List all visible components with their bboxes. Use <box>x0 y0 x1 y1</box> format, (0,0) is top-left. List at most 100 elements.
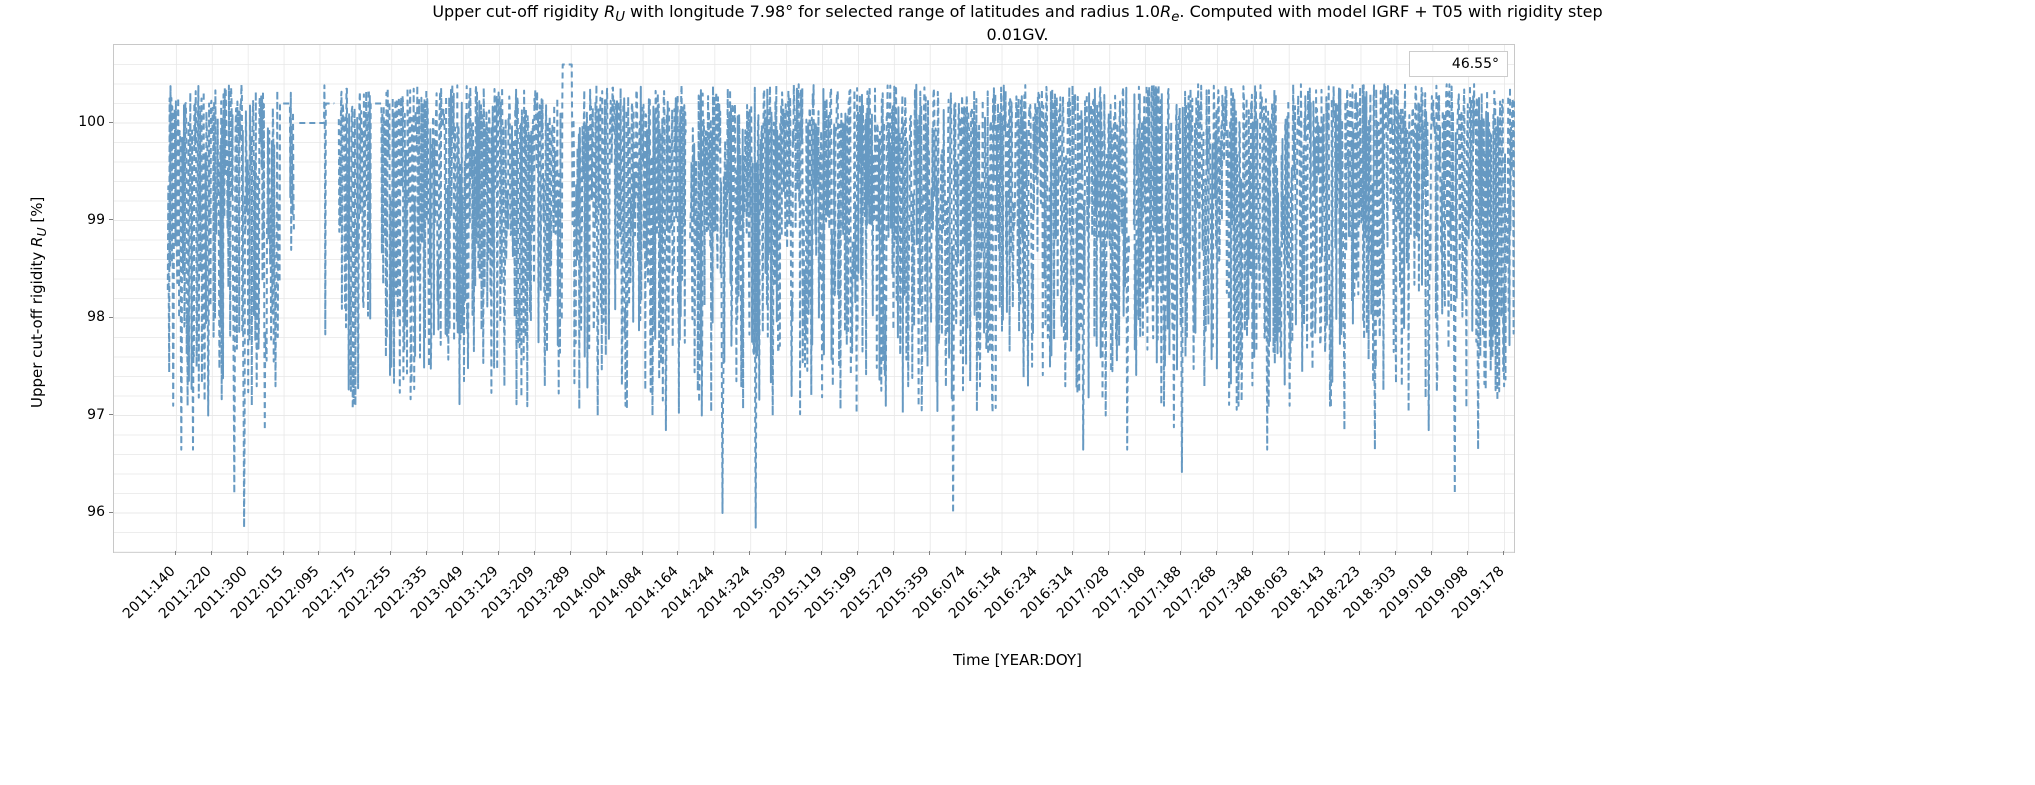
x-tick-mark <box>1180 551 1181 555</box>
x-tick-mark <box>498 551 499 555</box>
x-tick-label: 2015:119 <box>814 563 825 574</box>
x-tick-label: 2013:209 <box>527 563 538 574</box>
x-tick-label: 2013:129 <box>491 563 502 574</box>
x-tick-label: 2014:244 <box>706 563 717 574</box>
y-tick-mark <box>109 219 113 220</box>
x-tick-mark <box>1359 551 1360 555</box>
x-tick-mark <box>1252 551 1253 555</box>
x-tick-label: 2013:049 <box>455 563 466 574</box>
y-tick-mark <box>109 317 113 318</box>
x-tick-mark <box>211 551 212 555</box>
y-tick-label: 97 <box>87 407 105 423</box>
y-tick-label: 99 <box>87 212 105 228</box>
legend: 46.55° <box>1409 51 1508 77</box>
x-tick-label: 2013:289 <box>563 563 574 574</box>
x-tick-label: 2016:154 <box>993 563 1004 574</box>
x-tick-label: 2016:074 <box>957 563 968 574</box>
x-tick-mark <box>785 551 786 555</box>
x-tick-mark <box>677 551 678 555</box>
x-tick-mark <box>821 551 822 555</box>
x-tick-label: 2011:140 <box>168 563 179 574</box>
x-tick-mark <box>606 551 607 555</box>
x-tick-mark <box>1036 551 1037 555</box>
title-symbol-Ru: RU <box>604 2 625 21</box>
x-tick-mark <box>426 551 427 555</box>
x-tick-label: 2011:220 <box>204 563 215 574</box>
x-tick-label: 2017:108 <box>1137 563 1148 574</box>
x-tick-label: 2019:178 <box>1496 563 1507 574</box>
x-tick-mark <box>1144 551 1145 555</box>
x-tick-label: 2012:095 <box>311 563 322 574</box>
x-axis-label: Time [YEAR:DOY] <box>0 651 2035 669</box>
x-tick-mark <box>713 551 714 555</box>
x-tick-label: 2015:039 <box>778 563 789 574</box>
x-tick-label: 2015:199 <box>850 563 861 574</box>
x-tick-mark <box>642 551 643 555</box>
x-tick-label: 2017:028 <box>1101 563 1112 574</box>
x-tick-mark <box>1001 551 1002 555</box>
x-tick-label: 2017:268 <box>1209 563 1220 574</box>
x-tick-label: 2012:255 <box>383 563 394 574</box>
x-tick-label: 2015:279 <box>886 563 897 574</box>
x-tick-mark <box>354 551 355 555</box>
x-tick-label: 2017:188 <box>1173 563 1184 574</box>
x-tick-label: 2018:063 <box>1281 563 1292 574</box>
x-tick-mark <box>390 551 391 555</box>
x-tick-label: 2012:015 <box>275 563 286 574</box>
x-tick-mark <box>893 551 894 555</box>
y-tick-mark <box>109 122 113 123</box>
x-tick-label: 2011:300 <box>239 563 250 574</box>
x-tick-mark <box>749 551 750 555</box>
x-tick-mark <box>929 551 930 555</box>
x-tick-mark <box>1072 551 1073 555</box>
chart-title: Upper cut-off rigidity RU with longitude… <box>0 2 2035 44</box>
x-tick-mark <box>1467 551 1468 555</box>
x-tick-label: 2014:324 <box>742 563 753 574</box>
plot-svg <box>114 45 1514 552</box>
x-tick-label: 2017:348 <box>1245 563 1256 574</box>
y-tick-label: 98 <box>87 309 105 325</box>
x-tick-label: 2019:098 <box>1460 563 1471 574</box>
chart-title-line1: Upper cut-off rigidity RU with longitude… <box>0 2 2035 25</box>
x-tick-mark <box>570 551 571 555</box>
x-tick-label: 2016:314 <box>1065 563 1076 574</box>
x-tick-mark <box>965 551 966 555</box>
x-tick-mark <box>1431 551 1432 555</box>
legend-label: 46.55° <box>1452 56 1499 72</box>
x-tick-label: 2016:234 <box>1029 563 1040 574</box>
x-tick-mark <box>1288 551 1289 555</box>
figure: Upper cut-off rigidity RU with longitude… <box>0 0 2035 785</box>
y-tick-mark <box>109 414 113 415</box>
x-tick-mark <box>462 551 463 555</box>
y-tick-label: 100 <box>78 114 105 130</box>
x-tick-mark <box>247 551 248 555</box>
x-tick-mark <box>318 551 319 555</box>
y-tick-mark <box>109 512 113 513</box>
y-axis-label: Upper cut-off rigidity RU [%] <box>28 196 49 407</box>
chart-title-line2: 0.01GV. <box>0 25 2035 44</box>
x-tick-mark <box>1324 551 1325 555</box>
x-tick-mark <box>534 551 535 555</box>
y-tick-label: 96 <box>87 504 105 520</box>
x-tick-mark <box>1503 551 1504 555</box>
x-tick-label: 2018:143 <box>1316 563 1327 574</box>
x-tick-mark <box>857 551 858 555</box>
x-tick-mark <box>1216 551 1217 555</box>
x-tick-label: 2015:359 <box>922 563 933 574</box>
x-tick-label: 2019:018 <box>1424 563 1435 574</box>
x-tick-mark <box>283 551 284 555</box>
plot-axes: 46.55° <box>113 44 1515 553</box>
x-tick-label: 2018:303 <box>1388 563 1399 574</box>
x-tick-mark <box>175 551 176 555</box>
x-tick-mark <box>1108 551 1109 555</box>
x-tick-label: 2014:164 <box>670 563 681 574</box>
x-tick-label: 2018:223 <box>1352 563 1363 574</box>
title-text: Upper cut-off rigidity <box>432 2 604 21</box>
title-text: . Computed with model IGRF + T05 with ri… <box>1179 2 1602 21</box>
x-tick-label: 2014:004 <box>598 563 609 574</box>
x-tick-label: 2012:175 <box>347 563 358 574</box>
title-symbol-Re: Re <box>1160 2 1179 21</box>
x-tick-label: 2012:335 <box>419 563 430 574</box>
title-text: with longitude 7.98° for selected range … <box>625 2 1160 21</box>
x-tick-label: 2014:084 <box>634 563 645 574</box>
